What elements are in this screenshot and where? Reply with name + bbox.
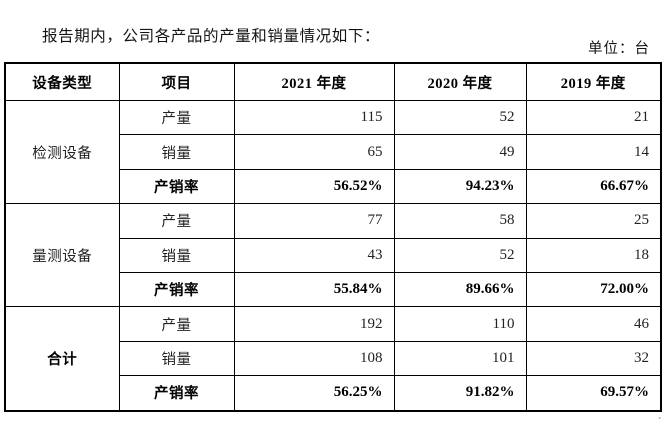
value-2020: 91.82% [393, 375, 527, 412]
group-name-measuring-equipment: 量测设备 [4, 203, 120, 308]
value-2019: 69.57% [525, 375, 662, 412]
value-2020: 94.23% [393, 168, 527, 205]
item-label: 产销率 [118, 271, 235, 308]
group-name-testing-equipment: 检测设备 [4, 99, 120, 205]
intro-text: 报告期内，公司各产品的产量和销量情况如下： [42, 27, 381, 45]
value-2020: 52 [393, 237, 527, 273]
table-row: 合计 产量 192 110 46 [4, 306, 662, 412]
value-2019: 21 [525, 99, 662, 136]
table-row: 产销率 55.84% 89.66% 72.00% [5, 271, 662, 308]
table-row: 产销率 56.52% 94.23% 66.67% [5, 168, 662, 205]
value-2019: 25 [525, 203, 662, 239]
value-2020: 101 [393, 340, 527, 377]
value-2020: 52 [393, 99, 527, 136]
header-2021: 2021 年度 [233, 62, 395, 101]
value-2021: 77 [233, 203, 395, 239]
unit-label: 单位：台 [588, 41, 650, 57]
value-2021: 55.84% [233, 271, 395, 308]
value-2019: 14 [525, 134, 662, 170]
value-2021: 65 [233, 134, 395, 170]
stray-paragraph-mark: • [658, 414, 661, 423]
table-row: 销量 108 101 32 [5, 340, 662, 377]
value-2019: 18 [525, 237, 662, 273]
item-label: 产量 [118, 306, 235, 342]
table-row: 销量 43 52 18 [5, 237, 662, 273]
table-header-row: 设备类型 项目 2021 年度 2020 年度 2019 年度 [4, 62, 662, 101]
value-2021: 192 [233, 306, 395, 342]
value-2019: 46 [525, 306, 662, 342]
table-row: 量测设备 产量 77 58 25 [4, 203, 662, 308]
value-2021: 43 [233, 237, 395, 273]
header-item: 项目 [118, 62, 235, 101]
value-2020: 49 [393, 134, 527, 170]
item-label: 销量 [118, 134, 235, 170]
header-device-type: 设备类型 [4, 62, 120, 101]
item-label: 产销率 [118, 168, 235, 205]
item-label: 销量 [118, 340, 235, 377]
item-label: 产销率 [118, 375, 235, 412]
header-2020: 2020 年度 [393, 62, 527, 101]
value-2020: 110 [393, 306, 527, 342]
value-2020: 58 [393, 203, 527, 239]
table-row: 检测设备 产量 115 52 21 [4, 99, 662, 205]
item-label: 产量 [118, 99, 235, 136]
group-name-total: 合计 [4, 306, 120, 412]
value-2021: 115 [233, 99, 395, 136]
item-label: 产量 [118, 203, 235, 239]
table-row: 产销率 56.25% 91.82% 69.57% [5, 375, 662, 412]
value-2021: 108 [233, 340, 395, 377]
value-2019: 32 [525, 340, 662, 377]
production-sales-table: 设备类型 项目 2021 年度 2020 年度 2019 年度 检测设备 产量 … [4, 62, 662, 412]
value-2019: 66.67% [525, 168, 662, 205]
header-2019: 2019 年度 [525, 62, 662, 101]
value-2019: 72.00% [525, 271, 662, 308]
item-label: 销量 [118, 237, 235, 273]
value-2021: 56.25% [233, 375, 395, 412]
table-row: 销量 65 49 14 [5, 134, 662, 170]
value-2020: 89.66% [393, 271, 527, 308]
value-2021: 56.52% [233, 168, 395, 205]
